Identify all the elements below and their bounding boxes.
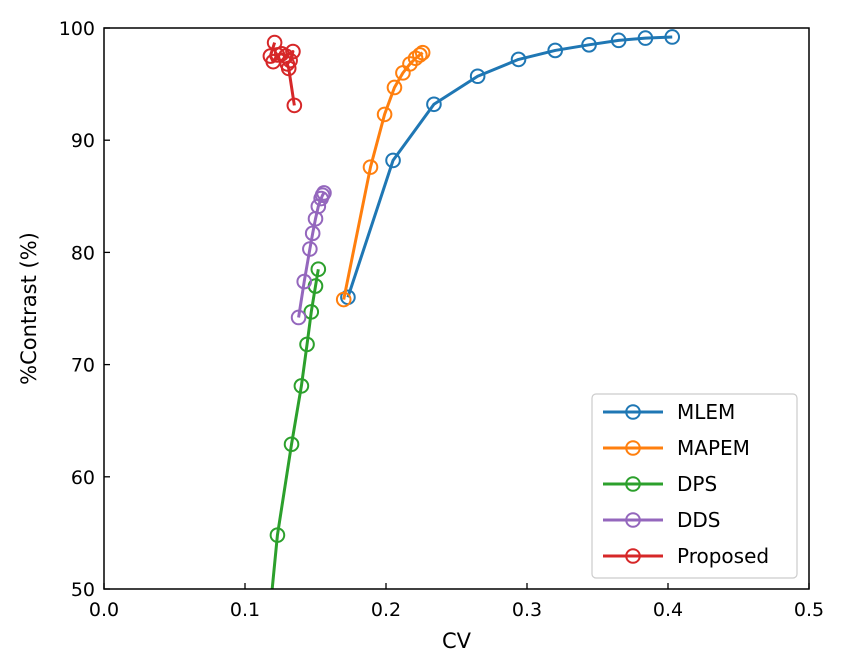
legend-item-dps: DPS	[603, 472, 717, 496]
legend-item-mlem: MLEM	[603, 400, 735, 424]
legend-label: MLEM	[677, 400, 735, 424]
series-line-dps	[270, 268, 320, 589]
series-line-dds	[297, 192, 326, 318]
data-point-dps	[303, 304, 320, 320]
series-dds	[290, 185, 332, 326]
data-point-dds	[302, 241, 318, 257]
x-tick-label: 0.3	[512, 599, 542, 621]
y-tick-label: 80	[71, 242, 95, 264]
x-axis: 0.0 0.1 0.2 0.3 0.4 0.5	[89, 583, 824, 621]
x-tick-label: 0.5	[794, 599, 824, 621]
x-tick-label: 0.1	[230, 599, 260, 621]
data-point-mlem	[547, 42, 564, 59]
data-point-dps	[310, 261, 327, 278]
series-dps	[259, 261, 327, 658]
y-axis: 50 60 70 80 90 100	[59, 18, 110, 601]
data-point-mapem	[402, 56, 418, 72]
legend-item-dds: DDS	[603, 508, 721, 532]
legend-box	[591, 393, 798, 579]
x-axis-label: CV	[442, 629, 472, 653]
y-tick-label: 60	[71, 467, 95, 489]
legend-marker	[625, 440, 641, 456]
data-point-proposed	[286, 97, 303, 114]
x-tick-label: 0.4	[653, 599, 683, 621]
data-point-dds	[290, 309, 307, 326]
data-point-dds	[316, 185, 332, 201]
data-point-mlem	[610, 32, 627, 49]
data-point-mapem	[335, 291, 352, 308]
data-point-mlem	[581, 37, 597, 53]
y-tick-label: 50	[71, 579, 95, 601]
data-point-dps	[299, 336, 315, 353]
legend-marker	[625, 512, 641, 528]
data-point-mapem	[362, 159, 379, 175]
series-line-mlem	[346, 35, 673, 298]
data-point-dds	[304, 225, 321, 242]
data-point-mlem	[385, 152, 401, 169]
data-point-mlem	[637, 30, 654, 46]
y-axis-label: %Contrast (%)	[17, 232, 41, 385]
data-point-proposed	[262, 48, 279, 64]
data-point-dps	[269, 527, 286, 543]
legend-marker	[625, 476, 641, 492]
data-point-dds	[296, 273, 313, 290]
data-point-mlem	[469, 68, 486, 85]
data-point-mlem	[664, 29, 681, 45]
plot-frame	[103, 27, 810, 590]
data-point-dps	[293, 378, 310, 394]
legend-label: DDS	[677, 508, 721, 532]
y-tick-label: 70	[71, 355, 95, 377]
x-tick-label: 0.2	[371, 599, 401, 621]
legend-marker	[625, 404, 641, 420]
data-point-proposed	[266, 34, 283, 51]
data-point-dps	[283, 436, 300, 453]
data-point-mlem	[510, 51, 527, 68]
data-point-dps	[259, 644, 273, 658]
plot-content	[259, 29, 681, 658]
series-mlem	[340, 29, 681, 306]
legend-item-mapem: MAPEM	[603, 436, 750, 460]
data-point-mapem	[412, 47, 428, 63]
data-point-mapem	[414, 44, 431, 61]
legend: MLEM MAPEM DPS DDS Proposed	[591, 393, 798, 579]
legend-item-proposed: Proposed	[603, 544, 769, 568]
series-line-mapem	[342, 51, 424, 300]
legend-label: Proposed	[677, 544, 769, 568]
data-point-mlem	[426, 96, 442, 113]
series-proposed	[262, 34, 303, 114]
series-mapem	[335, 44, 431, 308]
legend-label: MAPEM	[677, 436, 750, 460]
x-tick-label: 0.0	[89, 599, 119, 621]
data-point-mapem	[376, 106, 393, 123]
y-tick-label: 100	[59, 18, 95, 40]
data-point-mapem	[386, 79, 403, 96]
y-tick-label: 90	[71, 130, 95, 152]
legend-marker	[625, 548, 641, 564]
legend-label: DPS	[677, 472, 717, 496]
